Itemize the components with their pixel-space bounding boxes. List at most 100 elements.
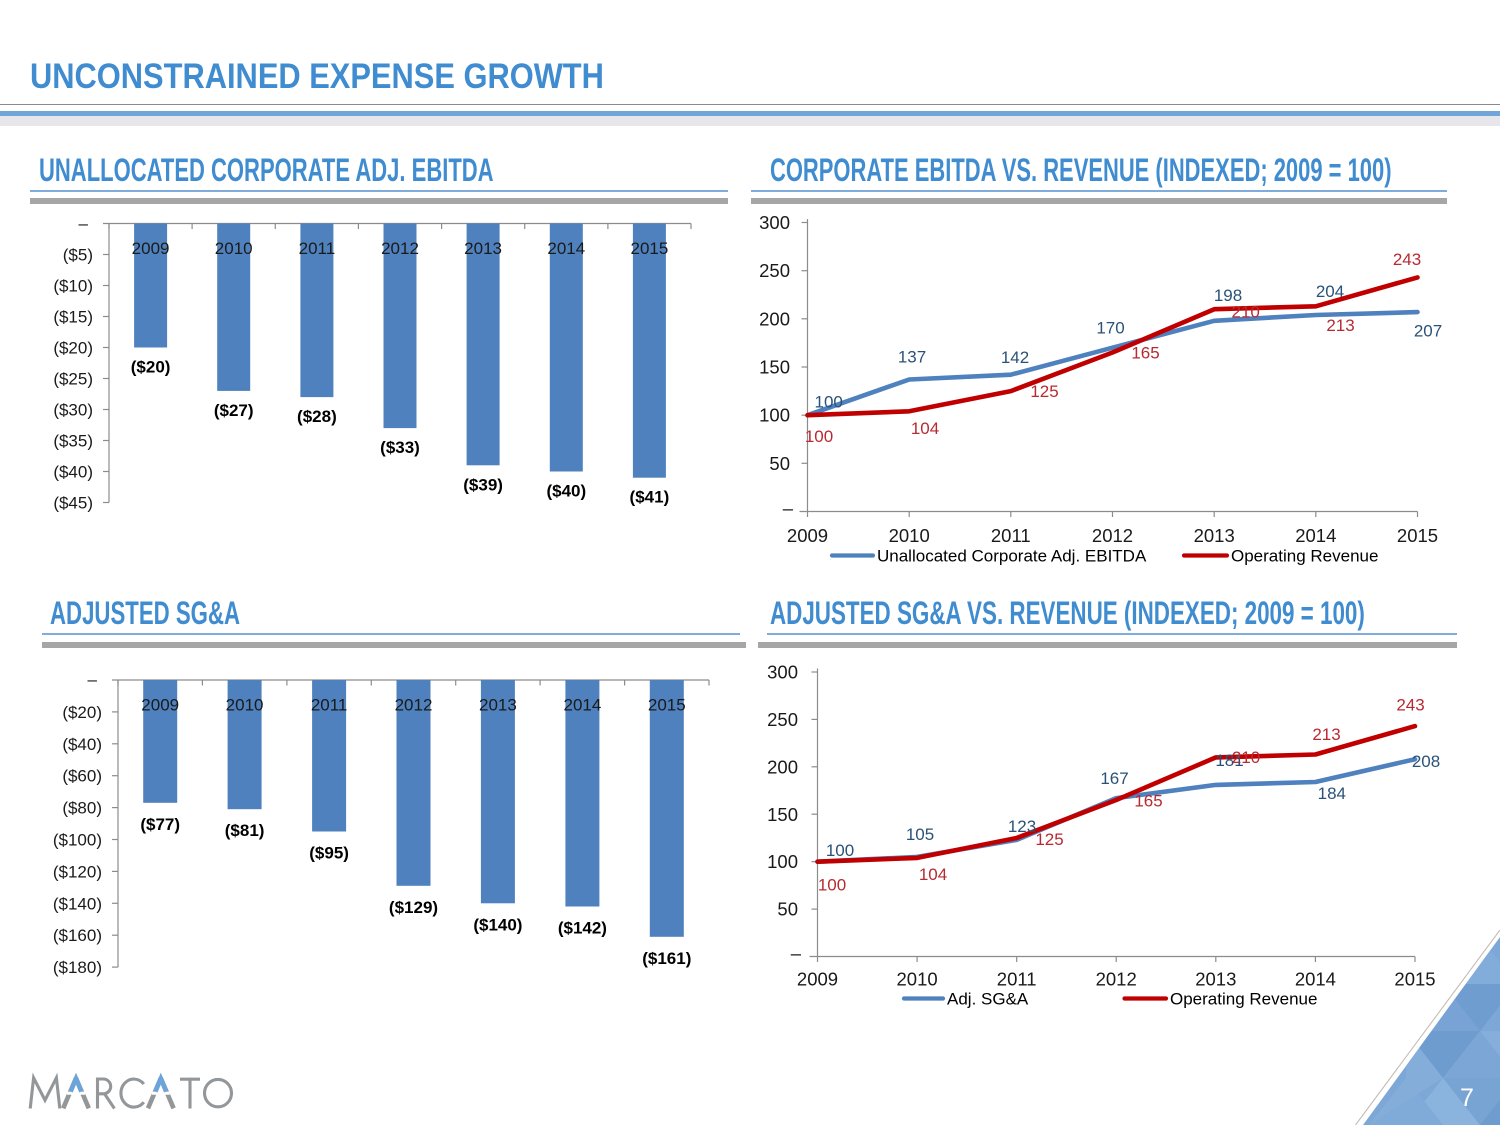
svg-text:150: 150 [759, 357, 790, 378]
svg-text:2014: 2014 [563, 696, 601, 715]
svg-text:($35): ($35) [53, 432, 93, 451]
svg-text:100: 100 [818, 876, 846, 895]
svg-text:($25): ($25) [53, 370, 93, 389]
svg-text:104: 104 [919, 865, 947, 884]
svg-text:($120): ($120) [53, 862, 102, 881]
svg-text:($45): ($45) [53, 494, 93, 513]
svg-text:50: 50 [769, 453, 790, 474]
svg-text:($40): ($40) [62, 735, 102, 754]
svg-text:105: 105 [906, 825, 934, 844]
svg-text:($140): ($140) [53, 894, 102, 913]
svg-text:2014: 2014 [547, 239, 585, 258]
svg-text:2012: 2012 [1092, 525, 1133, 546]
svg-text:($40): ($40) [546, 482, 586, 501]
svg-text:2009: 2009 [132, 239, 170, 258]
svg-text:100: 100 [826, 841, 854, 860]
svg-text:2012: 2012 [381, 239, 419, 258]
svg-text:184: 184 [1318, 784, 1346, 803]
svg-text:200: 200 [767, 756, 798, 777]
svg-text:($41): ($41) [630, 488, 670, 507]
svg-text:100: 100 [815, 393, 843, 412]
svg-text:2013: 2013 [479, 696, 517, 715]
svg-text:Unallocated Corporate Adj. EBI: Unallocated Corporate Adj. EBITDA [877, 547, 1147, 566]
svg-text:213: 213 [1312, 725, 1340, 744]
svg-text:165: 165 [1131, 344, 1159, 363]
svg-text:210: 210 [1232, 303, 1260, 322]
svg-text:204: 204 [1316, 282, 1344, 301]
svg-text:100: 100 [767, 851, 798, 872]
svg-text:2015: 2015 [1397, 525, 1438, 546]
svg-text:50: 50 [777, 899, 798, 920]
svg-text:208: 208 [1412, 752, 1440, 771]
svg-text:167: 167 [1100, 769, 1128, 788]
svg-text:2012: 2012 [1096, 969, 1137, 990]
svg-text:2014: 2014 [1295, 969, 1336, 990]
svg-text:137: 137 [898, 348, 926, 367]
svg-text:($80): ($80) [62, 799, 102, 818]
svg-text:250: 250 [759, 260, 790, 281]
svg-text:($142): ($142) [558, 919, 607, 938]
svg-text:2015: 2015 [1394, 969, 1435, 990]
svg-text:2013: 2013 [1194, 525, 1235, 546]
svg-text:2013: 2013 [1195, 969, 1236, 990]
svg-text:Operating Revenue: Operating Revenue [1231, 547, 1378, 566]
svg-text:($60): ($60) [62, 767, 102, 786]
svg-text:200: 200 [759, 308, 790, 329]
svg-text:–: – [88, 670, 98, 689]
svg-text:($161): ($161) [642, 949, 691, 968]
svg-text:150: 150 [767, 804, 798, 825]
svg-text:($20): ($20) [131, 358, 171, 377]
svg-text:($20): ($20) [53, 339, 93, 358]
svg-text:170: 170 [1096, 319, 1124, 338]
svg-text:($39): ($39) [463, 475, 503, 494]
svg-text:213: 213 [1326, 316, 1354, 335]
svg-text:–: – [79, 214, 89, 233]
svg-text:198: 198 [1214, 286, 1242, 305]
svg-text:100: 100 [759, 405, 790, 426]
svg-text:2009: 2009 [141, 696, 179, 715]
svg-text:($129): ($129) [389, 898, 438, 917]
svg-text:($100): ($100) [53, 831, 102, 850]
svg-text:($40): ($40) [53, 463, 93, 482]
svg-text:Adj. SG&A: Adj. SG&A [947, 990, 1029, 1009]
svg-text:($10): ($10) [53, 277, 93, 296]
svg-text:($140): ($140) [473, 915, 522, 934]
svg-text:($27): ($27) [214, 401, 254, 420]
svg-text:100: 100 [805, 427, 833, 446]
svg-text:2009: 2009 [797, 969, 838, 990]
svg-text:243: 243 [1393, 250, 1421, 269]
svg-text:($95): ($95) [309, 844, 349, 863]
svg-text:125: 125 [1035, 830, 1063, 849]
svg-text:($30): ($30) [53, 401, 93, 420]
svg-text:($28): ($28) [297, 407, 337, 426]
svg-text:300: 300 [759, 212, 790, 233]
svg-text:300: 300 [767, 662, 798, 683]
svg-text:207: 207 [1414, 321, 1442, 340]
svg-text:Operating Revenue: Operating Revenue [1170, 990, 1317, 1009]
svg-text:142: 142 [1001, 348, 1029, 367]
svg-text:7: 7 [1460, 1084, 1474, 1112]
svg-text:2010: 2010 [226, 696, 264, 715]
svg-text:210: 210 [1232, 748, 1260, 767]
svg-text:123: 123 [1008, 817, 1036, 836]
svg-text:($20): ($20) [62, 703, 102, 722]
svg-text:2014: 2014 [1295, 525, 1336, 546]
svg-text:–: – [783, 498, 794, 519]
svg-text:($33): ($33) [380, 438, 420, 457]
svg-text:($77): ($77) [140, 815, 180, 834]
svg-text:2011: 2011 [299, 239, 336, 258]
svg-text:2011: 2011 [311, 696, 348, 715]
svg-text:2012: 2012 [395, 696, 433, 715]
svg-text:($180): ($180) [53, 958, 102, 977]
svg-text:2011: 2011 [991, 525, 1031, 546]
svg-text:2010: 2010 [215, 239, 253, 258]
svg-text:2013: 2013 [464, 239, 502, 258]
svg-text:($81): ($81) [225, 821, 265, 840]
svg-text:250: 250 [767, 709, 798, 730]
svg-text:181: 181 [1215, 751, 1243, 770]
svg-text:125: 125 [1030, 382, 1058, 401]
svg-text:($5): ($5) [63, 246, 93, 265]
svg-text:($15): ($15) [53, 308, 93, 327]
svg-text:2015: 2015 [630, 239, 668, 258]
svg-text:–: – [791, 943, 802, 964]
